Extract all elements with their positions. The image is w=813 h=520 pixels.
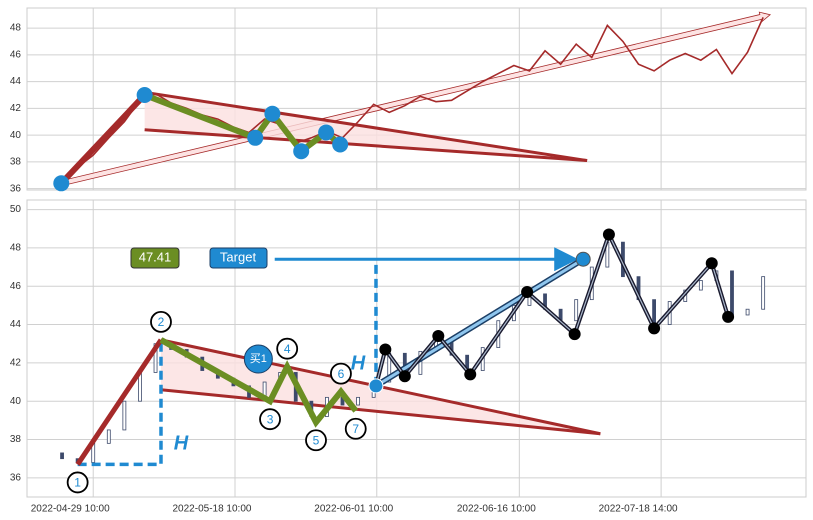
wave-label-circle [276, 337, 299, 360]
pattern-point [136, 86, 153, 103]
y-tick-label: 44 [10, 319, 22, 330]
wave-label-circle [150, 310, 172, 333]
x-tick-label: 2022-04-29 10:00 [31, 504, 110, 515]
target-label: Target [220, 249, 257, 264]
wave-label-circle [305, 429, 327, 452]
y-tick-label: 46 [10, 49, 22, 60]
pattern-point [247, 129, 264, 146]
y-tick-label: 42 [10, 358, 22, 369]
candle [652, 299, 656, 325]
candle [730, 270, 734, 316]
candle [574, 299, 579, 322]
wave-label-circle [344, 417, 367, 440]
swing-point [521, 285, 534, 298]
x-tick-label: 2022-05-18 10:00 [173, 504, 252, 515]
zigzag [159, 337, 359, 428]
triangle-lower [144, 128, 588, 163]
swing-point [379, 343, 392, 356]
wave-label: 1 [74, 476, 81, 490]
impulse-leg [59, 92, 147, 186]
candle [106, 429, 111, 444]
y-tick-label: 50 [10, 204, 22, 215]
wave-label-circle [259, 408, 281, 431]
y-tick-label: 48 [10, 243, 22, 254]
y-tick-label: 44 [10, 76, 22, 87]
x-tick-label: 2022-07-18 14:00 [599, 504, 678, 515]
target-leg-inner [375, 257, 584, 388]
swing-point [705, 257, 718, 270]
wave-label: 6 [338, 367, 345, 381]
swing-point [648, 322, 661, 335]
candle [122, 400, 127, 431]
bottom-panel [26, 199, 807, 498]
y-tick-label: 36 [10, 472, 22, 483]
y-tick-label: 46 [10, 281, 22, 292]
y-tick-label: 36 [10, 183, 22, 194]
swing-point [398, 370, 411, 383]
height-label: H [174, 432, 189, 454]
pattern-point [332, 136, 349, 153]
swing-point [464, 368, 477, 381]
buy-marker [243, 344, 273, 374]
x-tick-label: 2022-06-01 10:00 [314, 504, 393, 515]
wave-label: 5 [313, 433, 320, 447]
target-point [575, 251, 591, 267]
y-tick-label: 38 [10, 434, 22, 445]
swing-point [602, 228, 615, 241]
swing-point [432, 330, 445, 343]
wave-label: 2 [158, 315, 165, 329]
y-tick-label: 48 [10, 23, 22, 34]
candle [698, 280, 703, 291]
wave-label-circle [330, 362, 352, 385]
wave-label: 3 [267, 412, 274, 426]
wave-label: 4 [284, 342, 291, 356]
triangle-lower [160, 388, 601, 436]
buy-label: 买1 [250, 352, 267, 365]
triangle-upper [144, 90, 588, 163]
top-panel [26, 7, 807, 191]
y-tick-label: 42 [10, 103, 22, 114]
height-label: H [351, 352, 366, 374]
candle [356, 396, 360, 406]
wave-label-circle [66, 471, 89, 494]
impulse-leg [75, 338, 164, 466]
target-box [209, 247, 268, 269]
breakout-point [368, 378, 384, 394]
candle [761, 276, 766, 310]
pattern-point [318, 124, 335, 141]
swing-point [722, 310, 735, 323]
pattern-point [264, 105, 281, 122]
wave-label: 7 [352, 422, 359, 436]
target-value: 47.41 [139, 249, 172, 264]
y-tick-label: 40 [10, 130, 22, 141]
x-tick-label: 2022-06-16 10:00 [457, 504, 536, 515]
pattern-point [293, 143, 310, 160]
y-tick-label: 38 [10, 157, 22, 168]
y-tick-label: 40 [10, 396, 22, 407]
candle [745, 308, 750, 316]
target-value-box [130, 247, 180, 269]
swing-point [568, 328, 581, 341]
candle [60, 452, 64, 460]
pattern-point [53, 175, 70, 192]
